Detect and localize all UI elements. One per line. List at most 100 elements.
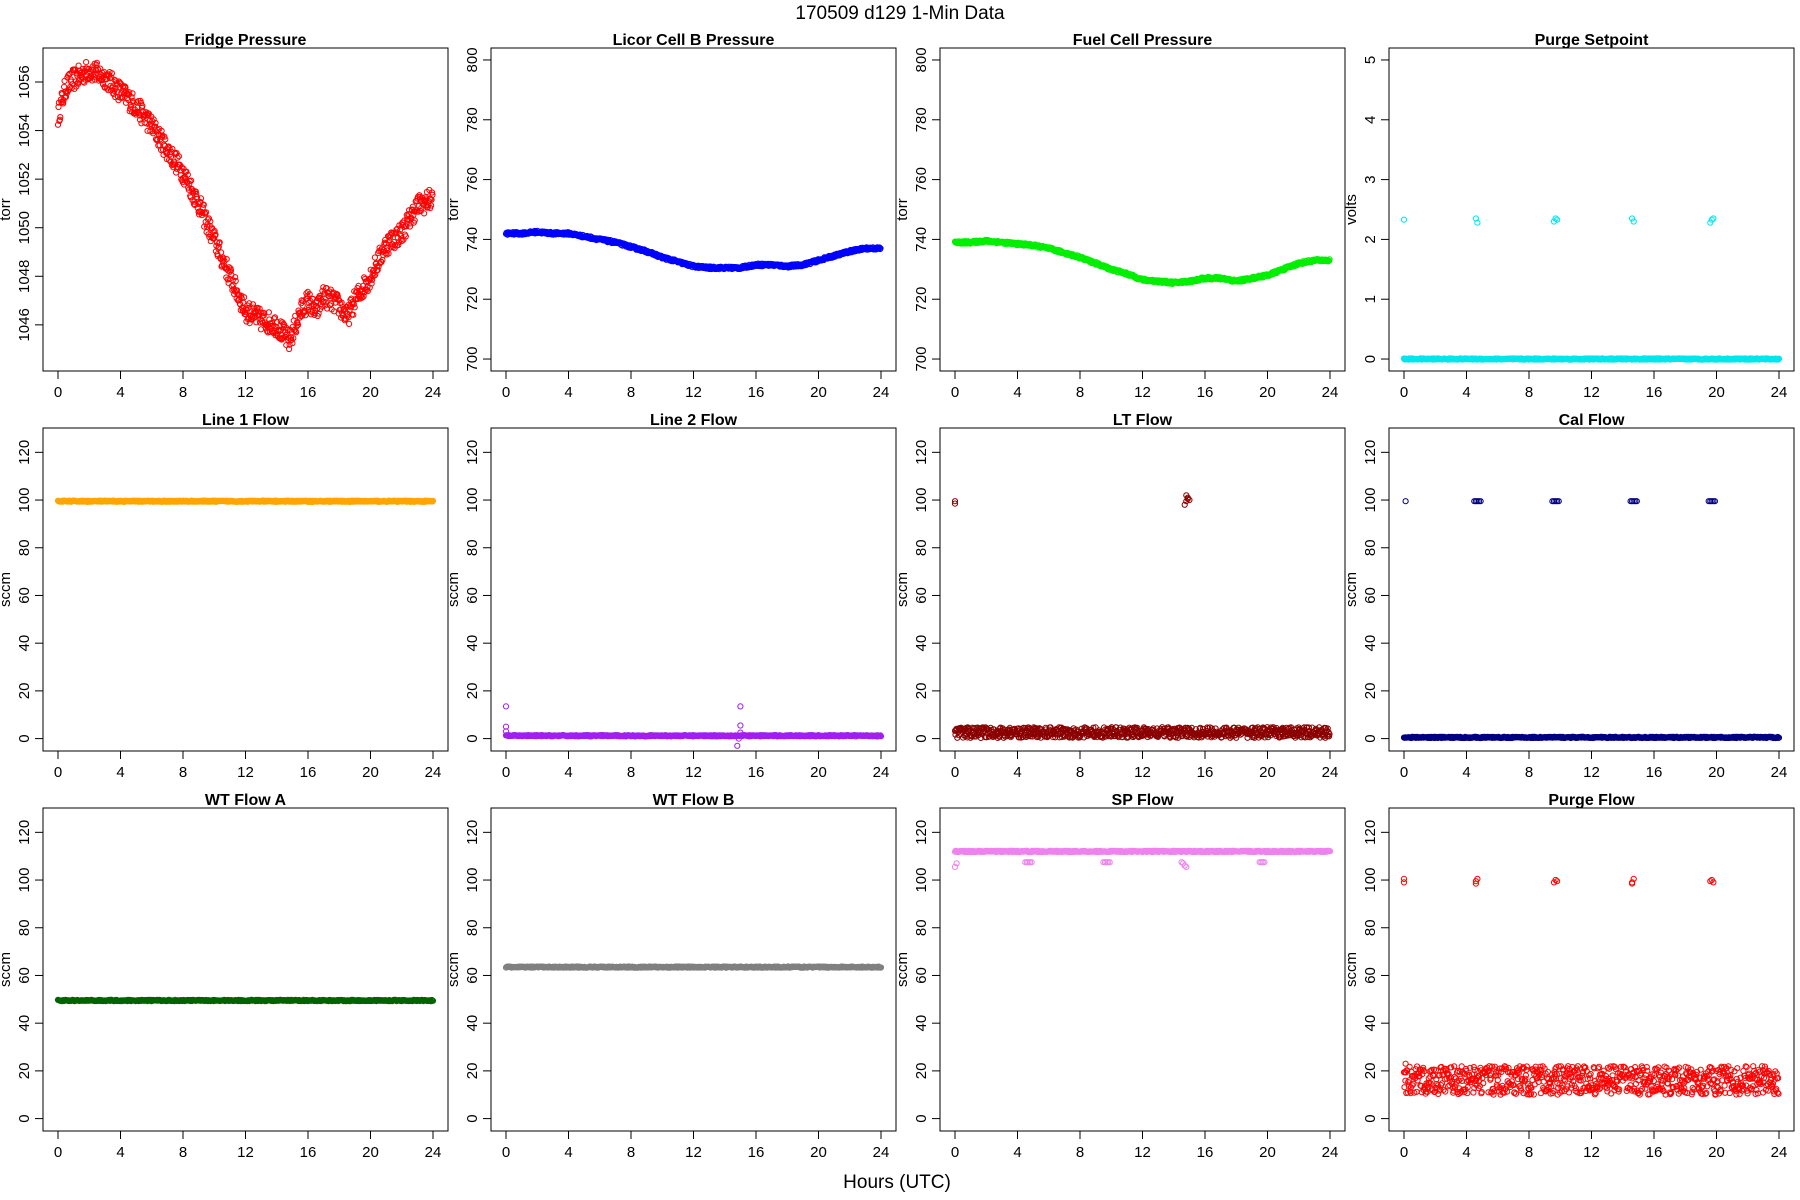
x-tick-label: 8 xyxy=(179,764,187,781)
data-point xyxy=(216,239,223,246)
data-point xyxy=(406,223,414,230)
y-tick-label: 120 xyxy=(464,440,481,465)
panel-title: Line 2 Flow xyxy=(650,412,738,429)
data-point xyxy=(394,225,401,232)
x-tick-label: 0 xyxy=(951,384,959,401)
data-point xyxy=(60,100,67,107)
data-point xyxy=(55,103,62,111)
data-point xyxy=(223,256,230,263)
x-tick-label: 24 xyxy=(425,384,442,401)
data-point xyxy=(383,240,390,247)
y-tick-label: 60 xyxy=(16,587,33,604)
data-point xyxy=(403,223,410,230)
data-point xyxy=(174,154,181,161)
x-tick-label: 0 xyxy=(1400,384,1408,401)
y-tick-label: 20 xyxy=(16,683,33,700)
data-point xyxy=(175,153,182,160)
y-tick-label: 40 xyxy=(464,635,481,652)
data-point xyxy=(334,293,341,300)
y-axis-label: torr xyxy=(894,198,911,221)
y-tick-label: 20 xyxy=(913,683,930,700)
x-tick-label: 12 xyxy=(237,764,254,781)
y-tick-label: 700 xyxy=(913,347,930,372)
y-tick-label: 1056 xyxy=(16,65,33,98)
data-point xyxy=(399,237,406,244)
data-point xyxy=(275,326,282,333)
plot-frame xyxy=(490,427,897,752)
plot-frame xyxy=(42,427,449,752)
data-point xyxy=(286,345,293,353)
data-point xyxy=(81,79,88,86)
x-tick-label: 4 xyxy=(564,384,572,401)
x-tick-label: 12 xyxy=(1583,384,1600,401)
y-axis-label: sccm xyxy=(0,572,14,607)
data-point xyxy=(183,168,190,175)
data-points xyxy=(502,703,885,749)
x-tick-label: 16 xyxy=(1197,764,1214,781)
data-point xyxy=(107,82,114,90)
data-point xyxy=(227,267,235,274)
data-point xyxy=(393,226,400,233)
plot-frame xyxy=(939,47,1346,372)
data-point xyxy=(75,62,82,69)
y-tick-label: 3 xyxy=(1362,175,1379,183)
x-tick-label: 4 xyxy=(116,764,124,781)
x-tick-label: 12 xyxy=(237,384,254,401)
data-point xyxy=(250,304,257,311)
y-tick-label: 700 xyxy=(464,347,481,372)
data-point xyxy=(328,300,335,307)
y-tick-label: 1046 xyxy=(16,308,33,341)
x-tick-label: 16 xyxy=(1197,384,1214,401)
data-point xyxy=(368,280,375,287)
data-point xyxy=(232,277,239,285)
y-tick-label: 80 xyxy=(464,539,481,556)
y-tick-label: 800 xyxy=(464,47,481,72)
data-point xyxy=(108,70,116,77)
data-point xyxy=(1710,215,1717,222)
y-axis-label: torr xyxy=(445,198,462,221)
data-point xyxy=(338,299,345,306)
y-tick-label: 720 xyxy=(464,287,481,312)
data-point xyxy=(57,114,64,121)
data-points xyxy=(1400,215,1783,363)
x-tick-label: 0 xyxy=(502,764,510,781)
data-point xyxy=(162,136,169,143)
data-point xyxy=(93,59,101,67)
x-tick-label: 4 xyxy=(564,764,572,781)
data-point xyxy=(211,227,218,235)
data-point xyxy=(428,202,435,209)
x-tick-label: 20 xyxy=(1708,384,1725,401)
data-point xyxy=(395,241,402,249)
x-tick-label: 8 xyxy=(627,764,635,781)
y-axis-label: sccm xyxy=(894,572,911,607)
data-point xyxy=(384,244,391,251)
data-point xyxy=(429,189,436,196)
data-point xyxy=(374,267,381,274)
y-tick-label: 1054 xyxy=(16,114,33,147)
panel-title: Fuel Cell Pressure xyxy=(1073,32,1213,49)
x-tick-label: 24 xyxy=(873,764,890,781)
data-points xyxy=(951,236,1333,287)
x-tick-label: 8 xyxy=(1525,384,1533,401)
x-tick-label: 24 xyxy=(873,384,890,401)
x-tick-label: 8 xyxy=(1076,384,1084,401)
data-point xyxy=(154,126,161,134)
data-point xyxy=(353,289,360,296)
y-tick-label: 1048 xyxy=(16,260,33,293)
x-tick-label: 16 xyxy=(1646,384,1663,401)
data-point xyxy=(351,304,358,311)
x-tick-label: 20 xyxy=(362,384,379,401)
y-tick-label: 760 xyxy=(913,167,930,192)
y-tick-label: 740 xyxy=(913,227,930,252)
data-point xyxy=(290,335,297,342)
plot-frame xyxy=(1388,47,1795,372)
data-point xyxy=(315,310,322,317)
data-point xyxy=(294,321,302,328)
y-tick-label: 120 xyxy=(913,440,930,465)
data-point xyxy=(205,215,212,222)
data-point xyxy=(122,84,129,91)
data-point xyxy=(61,77,68,85)
